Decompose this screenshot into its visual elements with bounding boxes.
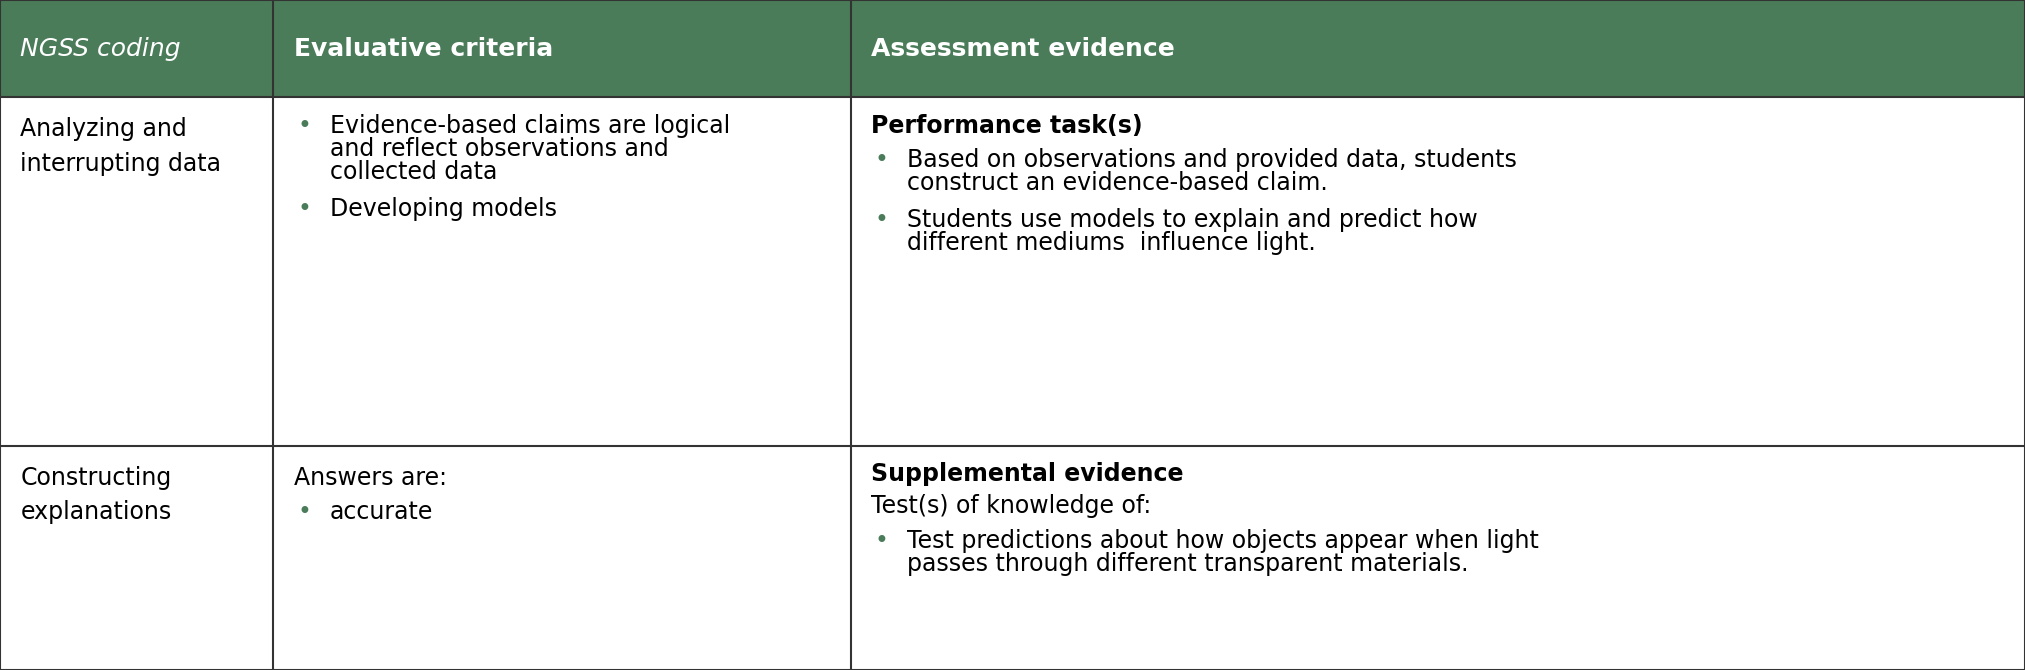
Text: •: •: [875, 148, 889, 172]
Text: NGSS coding: NGSS coding: [20, 37, 180, 60]
Text: accurate: accurate: [330, 500, 433, 524]
Text: Test predictions about how objects appear when light: Test predictions about how objects appea…: [907, 529, 1539, 553]
Text: Performance task(s): Performance task(s): [871, 114, 1142, 138]
Text: construct an evidence-based claim.: construct an evidence-based claim.: [907, 172, 1328, 195]
Text: Supplemental evidence: Supplemental evidence: [871, 462, 1183, 486]
Bar: [850, 0, 2025, 97]
Text: Evidence-based claims are logical: Evidence-based claims are logical: [330, 114, 731, 138]
Text: •: •: [875, 529, 889, 553]
Text: Assessment evidence: Assessment evidence: [871, 37, 1174, 60]
Text: Test(s) of knowledge of:: Test(s) of knowledge of:: [871, 494, 1150, 519]
Bar: [0, 97, 273, 446]
Text: •: •: [298, 500, 312, 524]
Text: Based on observations and provided data, students: Based on observations and provided data,…: [907, 148, 1517, 172]
Bar: [273, 0, 850, 97]
Text: collected data: collected data: [330, 160, 498, 184]
Text: Answers are:: Answers are:: [294, 466, 448, 490]
Bar: [0, 0, 273, 97]
Text: •: •: [298, 114, 312, 138]
Text: different mediums  influence light.: different mediums influence light.: [907, 231, 1316, 255]
Text: Evaluative criteria: Evaluative criteria: [294, 37, 553, 60]
Text: •: •: [875, 208, 889, 232]
Bar: [850, 97, 2025, 446]
Bar: [0, 446, 273, 670]
Bar: [850, 446, 2025, 670]
Text: •: •: [298, 196, 312, 220]
Text: and reflect observations and: and reflect observations and: [330, 137, 668, 161]
Text: Students use models to explain and predict how: Students use models to explain and predi…: [907, 208, 1478, 232]
Text: Analyzing and: Analyzing and: [20, 117, 186, 141]
Text: interrupting data: interrupting data: [20, 151, 221, 176]
Bar: [273, 97, 850, 446]
Text: explanations: explanations: [20, 500, 172, 524]
Bar: [273, 446, 850, 670]
Text: Constructing: Constructing: [20, 466, 172, 490]
Text: Developing models: Developing models: [330, 196, 557, 220]
Text: passes through different transparent materials.: passes through different transparent mat…: [907, 552, 1468, 576]
